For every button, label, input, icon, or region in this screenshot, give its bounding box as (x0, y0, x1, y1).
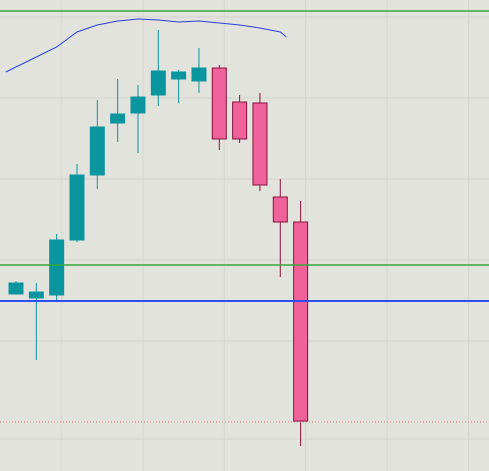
candle-body (150, 70, 166, 96)
candle-up (110, 79, 126, 142)
candles-layer (8, 30, 309, 446)
candle-body (171, 71, 187, 80)
candle-up (150, 30, 166, 106)
candle-up (69, 164, 85, 242)
candle-body (110, 113, 126, 124)
candle-up (8, 281, 24, 295)
candle-body (252, 102, 268, 186)
candle-up (28, 283, 44, 360)
candle-down (293, 201, 309, 446)
candle-body (191, 67, 207, 82)
candle-body (211, 67, 227, 140)
candle-body (272, 196, 288, 223)
candle-body (8, 282, 24, 295)
candle-down (252, 93, 268, 191)
candle-body (28, 291, 44, 299)
moving-average-layer (5, 18, 287, 73)
candle-body (69, 174, 85, 241)
horizontal-lines-layer (0, 10, 489, 423)
candle-down (232, 95, 248, 143)
candle-body (130, 96, 146, 114)
candle-up (130, 85, 146, 153)
candle-body (232, 101, 248, 140)
candle-body (89, 126, 105, 176)
candle-down (211, 65, 227, 150)
candle-down (272, 179, 288, 277)
candle-body (49, 239, 65, 296)
candle-up (191, 48, 207, 93)
moving-average-line (5, 18, 287, 73)
candle-up (49, 234, 65, 302)
candle-up (171, 70, 187, 103)
candle-body (293, 221, 309, 422)
candle-up (89, 100, 105, 189)
